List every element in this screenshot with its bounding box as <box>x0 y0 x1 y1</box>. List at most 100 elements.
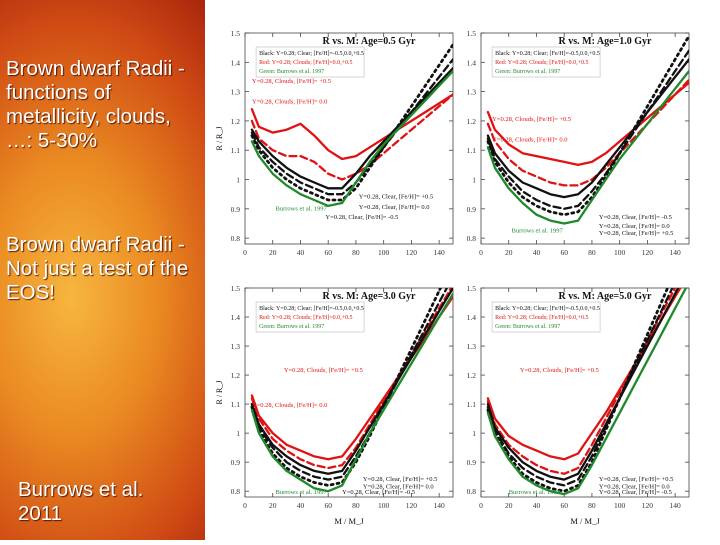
x-tick-label: 0 <box>479 248 483 257</box>
y-tick-label: 0.8 <box>467 234 477 243</box>
y-tick-label: 1.4 <box>467 58 477 67</box>
y-tick-label: 0.9 <box>231 205 241 214</box>
y-tick-label: 0.9 <box>467 205 477 214</box>
legend-entry: Green: Burrows et al. 1997 <box>259 69 324 75</box>
x-tick-label: 20 <box>505 501 513 510</box>
legend-entry: Black: Y=0.28; Clear; [Fe/H]=-0.5,0.0,+0… <box>259 306 364 312</box>
credit-authors: Burrows et al. <box>18 478 144 501</box>
slide-text-eos: Brown dwarf Radii - Not just a test of t… <box>6 233 189 304</box>
chart-title: R vs. M: Age=1.0 Gyr <box>559 36 652 47</box>
legend-entry: Black: Y=0.28; Clear; [Fe/H]=-0.5,0.0,+0… <box>495 306 600 312</box>
y-tick-label: 1.2 <box>467 117 477 126</box>
annotation-y-0-28-clear-fe-h-0-0: Y=0.28, Clear, [Fe/H]= 0.0 <box>599 223 670 230</box>
annotation-y-0-28-clouds-fe-h-0-5: Y=0.28, Clouds, [Fe/H]= +0.5 <box>492 116 571 123</box>
x-tick-label: 40 <box>297 248 305 257</box>
y-tick-label: 1.5 <box>467 284 477 293</box>
legend-entry: Green: Burrows et al. 1997 <box>495 69 560 75</box>
y-tick-label: 1.4 <box>231 313 241 322</box>
y-tick-label: 1.1 <box>231 400 241 409</box>
x-tick-label: 120 <box>406 501 418 510</box>
x-tick-label: 100 <box>614 501 626 510</box>
annotation-y-0-28-clear-fe-h-0-0: Y=0.28, Clear, [Fe/H]= 0.0 <box>363 483 434 490</box>
legend-entry: Red: Y=0.28; Clouds; [Fe/H]=0.0,+0.5 <box>495 315 588 321</box>
series-group <box>250 43 453 208</box>
annotation-y-0-28-clear-fe-h-0-5: Y=0.28, Clear, [Fe/H]= -0.5 <box>325 214 398 221</box>
y-tick-label: 1.1 <box>467 146 477 155</box>
annotation-y-0-28-clear-fe-h-0-0: Y=0.28, Clear, [Fe/H]= 0.0 <box>359 204 430 211</box>
annotation-y-0-28-clouds-fe-h-0-0: Y=0.28, Clouds, [Fe/H]= 0.0 <box>252 98 327 105</box>
x-tick-label: 80 <box>588 248 596 257</box>
y-tick-label: 1.4 <box>231 58 241 67</box>
figure-panel: 0.8 0.9 1 1.1 1.2 1.3 1.4 1.5 0 20 40 60 80 100 120 140… <box>205 0 720 540</box>
annotation-y-0-28-clouds-fe-h-0-0: Y=0.28, Clouds, [Fe/H]= 0.0 <box>492 136 567 143</box>
x-tick-label: 140 <box>434 501 446 510</box>
annotation-burrows-et-al-1997: Burrows et al. 1997 <box>509 489 561 496</box>
annotation-y-0-28-clear-fe-h-0-5: Y=0.28, Clear, [Fe/H]= +0.5 <box>599 476 673 483</box>
y-tick-label: 1.2 <box>467 371 477 380</box>
y-tick-label: 0.9 <box>467 458 477 467</box>
annotation-y-0-28-clouds-fe-h-0-5: Y=0.28, Clouds, [Fe/H]= +0.5 <box>520 367 599 374</box>
annotation-burrows-et-al-1997: Burrows et al. 1997 <box>276 489 328 496</box>
x-tick-label: 80 <box>352 501 360 510</box>
chart-panel-1: 0.8 0.9 1 1.1 1.2 1.3 1.4 1.5 0 20 40 60 80 100 120 140… <box>215 29 454 257</box>
legend-entry: Red: Y=0.28; Clouds; [Fe/H]=0.0,+0.5 <box>259 315 352 321</box>
x-tick-label: 20 <box>269 501 277 510</box>
annotation-y-0-28-clear-fe-h-0-5: Y=0.28, Clear, [Fe/H]= -0.5 <box>599 489 672 496</box>
y-tick-label: 1 <box>472 429 476 438</box>
chart-panel-4: 0.8 0.9 1 1.1 1.2 1.3 1.4 1.5 0 20 40 60 80 100 120 140… <box>467 284 690 526</box>
y-tick-label: 1.3 <box>231 342 241 351</box>
chart-panel-2: 0.8 0.9 1 1.1 1.2 1.3 1.4 1.5 0 20 40 60 80 100 120 140… <box>467 29 690 257</box>
x-tick-label: 60 <box>324 248 332 257</box>
chart-title: R vs. M: Age=5.0 Gyr <box>559 291 652 302</box>
y-tick-label: 1.5 <box>231 29 241 38</box>
x-tick-label: 80 <box>588 501 596 510</box>
series-group <box>486 34 689 225</box>
legend-box <box>491 301 601 333</box>
series-black-solid <box>250 288 453 475</box>
x-tick-label: 100 <box>378 248 390 257</box>
series-black-dash <box>486 49 689 210</box>
annotation-y-0-28-clear-fe-h-0-5: Y=0.28, Clear, [Fe/H]= +0.5 <box>363 476 437 483</box>
radius-mass-charts: 0.80.911.11.21.31.41.50 20 40 60 80 100 120 140… <box>215 29 690 526</box>
series-black-dash <box>486 288 674 487</box>
annotation-y-0-28-clouds-fe-h-0-0: Y=0.28, Clouds, [Fe/H]= 0.0 <box>252 402 327 409</box>
x-tick-label: 100 <box>378 501 390 510</box>
credit-year: 2011 <box>18 502 63 525</box>
y-tick-label: 1 <box>236 176 240 185</box>
series-red-dash <box>250 93 453 181</box>
x-tick-label: 100 <box>614 248 626 257</box>
slide-left-panel: Brown dwarf Radii - functions of metalli… <box>0 0 205 540</box>
y-tick-label: 1 <box>472 176 476 185</box>
annotation-burrows-et-al-1997: Burrows et al. 1997 <box>276 205 328 212</box>
y-tick-label: 1.5 <box>467 29 477 38</box>
x-tick-label: 0 <box>243 501 247 510</box>
x-tick-label: 140 <box>434 248 446 257</box>
x-tick-label: 40 <box>533 248 541 257</box>
x-tick-label: 40 <box>297 501 305 510</box>
annotation-y-0-28-clouds-fe-h-0-5: Y=0.28, Clouds, [Fe/H]= +0.5 <box>284 367 363 374</box>
annotation-y-0-28-clouds-fe-h-0-5: Y=0.28, Clouds, [Fe/H]= +0.5 <box>252 78 331 85</box>
y-tick-label: 1.3 <box>467 342 477 351</box>
x-tick-label: 40 <box>533 501 541 510</box>
x-tick-label: 120 <box>406 248 418 257</box>
x-tick-label: 120 <box>642 501 654 510</box>
y-tick-label: 1.4 <box>467 313 477 322</box>
x-tick-label: 60 <box>560 501 568 510</box>
annotation-y-0-28-clear-fe-h-0-5: Y=0.28, Clear, [Fe/H]= +0.5 <box>359 194 433 201</box>
x-axis-label: M / M_J <box>334 516 364 526</box>
series-black-dash <box>250 58 453 196</box>
legend-entry: Red: Y=0.28; Clouds; [Fe/H]=0.0,+0.5 <box>259 60 352 66</box>
annotation-y-0-28-clear-fe-h-0-0: Y=0.28, Clear, [Fe/H]= 0.0 <box>599 483 670 490</box>
legend-entry: Black: Y=0.28; Clear; [Fe/H]=-0.5,0.0,+0… <box>259 51 364 57</box>
x-tick-label: 20 <box>505 248 513 257</box>
annotation-y-0-28-clear-fe-h-0-5: Y=0.28, Clear, [Fe/H]= -0.5 <box>342 489 415 496</box>
annotation-y-0-28-clear-fe-h-0-5: Y=0.28, Clear, [Fe/H]= -0.5 <box>599 214 672 221</box>
chart-title: R vs. M: Age=3.0 Gyr <box>323 291 416 302</box>
legend-box <box>491 46 601 78</box>
x-tick-label: 120 <box>642 248 654 257</box>
y-tick-label: 1.3 <box>231 88 241 97</box>
x-tick-label: 20 <box>269 248 277 257</box>
x-tick-label: 0 <box>479 501 483 510</box>
y-tick-label: 1.5 <box>231 284 241 293</box>
y-tick-label: 0.8 <box>467 487 477 496</box>
